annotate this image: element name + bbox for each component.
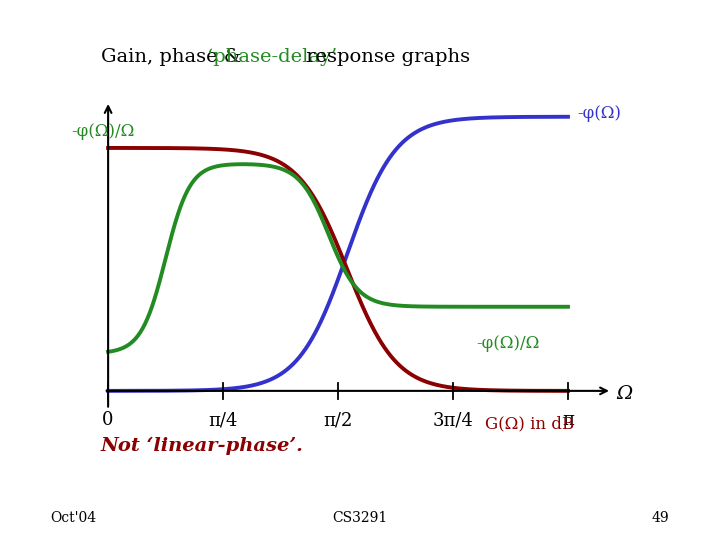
Text: π: π xyxy=(562,411,574,429)
Text: π/2: π/2 xyxy=(323,411,353,429)
Text: 49: 49 xyxy=(652,511,670,525)
Text: Oct'04: Oct'04 xyxy=(50,511,96,525)
Text: 0: 0 xyxy=(102,411,114,429)
Text: 3π/4: 3π/4 xyxy=(433,411,474,429)
Text: CS3291: CS3291 xyxy=(333,511,387,525)
Text: -φ(Ω)/Ω: -φ(Ω)/Ω xyxy=(476,335,539,352)
Text: response graphs: response graphs xyxy=(300,48,469,66)
Text: G(Ω) in dB: G(Ω) in dB xyxy=(485,416,575,433)
Text: -φ(Ω)/Ω: -φ(Ω)/Ω xyxy=(71,123,135,140)
Text: -φ(Ω): -φ(Ω) xyxy=(577,105,621,122)
Text: Ω: Ω xyxy=(616,385,632,403)
Text: ‘phase-delay’: ‘phase-delay’ xyxy=(207,48,338,66)
Text: Not ‘linear-phase’.: Not ‘linear-phase’. xyxy=(101,436,304,455)
Text: Gain, phase &: Gain, phase & xyxy=(101,48,247,66)
Text: π/4: π/4 xyxy=(208,411,238,429)
